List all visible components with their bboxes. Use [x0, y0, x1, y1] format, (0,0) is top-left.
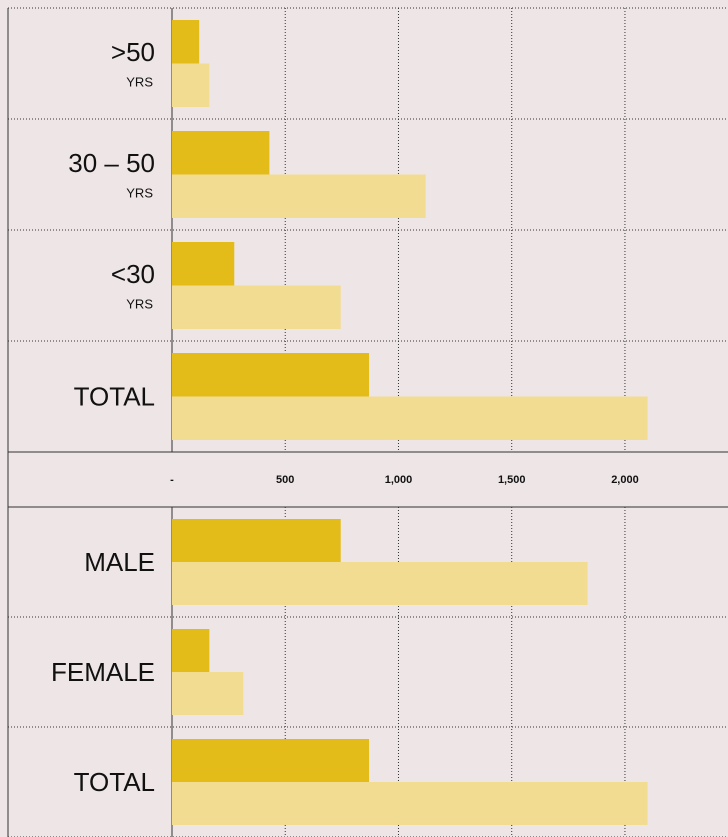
category-label: <30	[111, 259, 155, 289]
category-sublabel: YRS	[126, 74, 153, 89]
category-label: >50	[111, 37, 155, 67]
bar	[172, 629, 210, 672]
bar	[172, 131, 270, 175]
x-tick-label: 1,000	[385, 474, 413, 486]
bar	[172, 396, 648, 440]
bar	[172, 20, 200, 64]
x-tick-label: -	[170, 474, 174, 486]
bar	[172, 353, 370, 397]
category-label: 30 – 50	[68, 148, 155, 178]
bar	[172, 782, 648, 825]
category-sublabel: YRS	[126, 296, 153, 311]
bar	[172, 242, 235, 286]
bar	[172, 562, 588, 605]
bar	[172, 739, 370, 782]
bar	[172, 519, 341, 562]
bar	[172, 285, 341, 329]
category-label: FEMALE	[51, 657, 155, 687]
x-tick-label: 2,000	[611, 474, 639, 486]
x-tick-label: 1,500	[498, 474, 526, 486]
bar	[172, 63, 210, 107]
bar	[172, 174, 426, 218]
x-tick-label: 500	[276, 474, 294, 486]
bar	[172, 672, 244, 715]
category-label: MALE	[84, 547, 155, 577]
category-label: TOTAL	[74, 381, 155, 411]
category-label: TOTAL	[74, 767, 155, 797]
category-sublabel: YRS	[126, 185, 153, 200]
